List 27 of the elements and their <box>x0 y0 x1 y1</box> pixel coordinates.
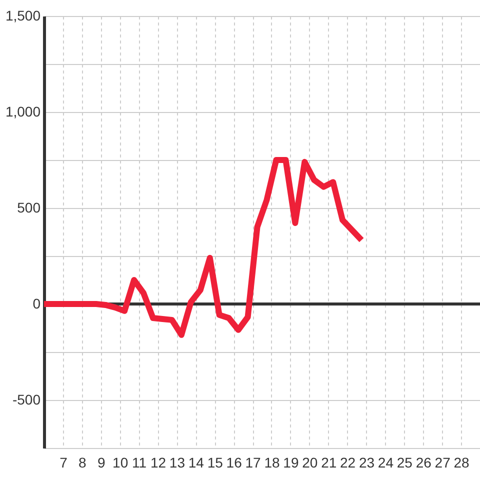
x-tick-label: 16 <box>226 454 242 470</box>
x-tick-label: 8 <box>78 454 87 470</box>
x-tick-label: 18 <box>264 454 280 470</box>
x-tick-label: 7 <box>60 454 68 470</box>
x-tick-label: 19 <box>283 454 299 470</box>
x-tick-label: 20 <box>302 454 318 470</box>
x-tick-label: 15 <box>207 454 224 470</box>
x-tick-label: 26 <box>416 454 432 470</box>
x-tick-label: 28 <box>454 454 470 470</box>
x-tick-label: 21 <box>321 454 337 470</box>
x-tick-label: 27 <box>434 454 451 470</box>
x-tick-label: 12 <box>150 454 166 470</box>
x-tick-label: 14 <box>188 454 204 470</box>
x-tick-label: 9 <box>97 454 106 470</box>
y-tick-label: 1,500 <box>5 8 41 24</box>
x-tick-label: 23 <box>358 454 375 470</box>
y-tick-label: 0 <box>32 296 41 312</box>
x-tick-label: 11 <box>132 454 147 470</box>
x-tick-label: 13 <box>169 454 186 470</box>
x-tick-label: 24 <box>378 454 394 470</box>
x-tick-label: 25 <box>396 454 413 470</box>
y-tick-label: 1,000 <box>5 104 41 120</box>
x-tick-label: 17 <box>245 454 262 470</box>
x-tick-label: 22 <box>340 454 356 470</box>
y-tick-label: -500 <box>12 392 41 408</box>
y-tick-label: 500 <box>17 200 41 216</box>
x-tick-label: 10 <box>112 454 128 470</box>
